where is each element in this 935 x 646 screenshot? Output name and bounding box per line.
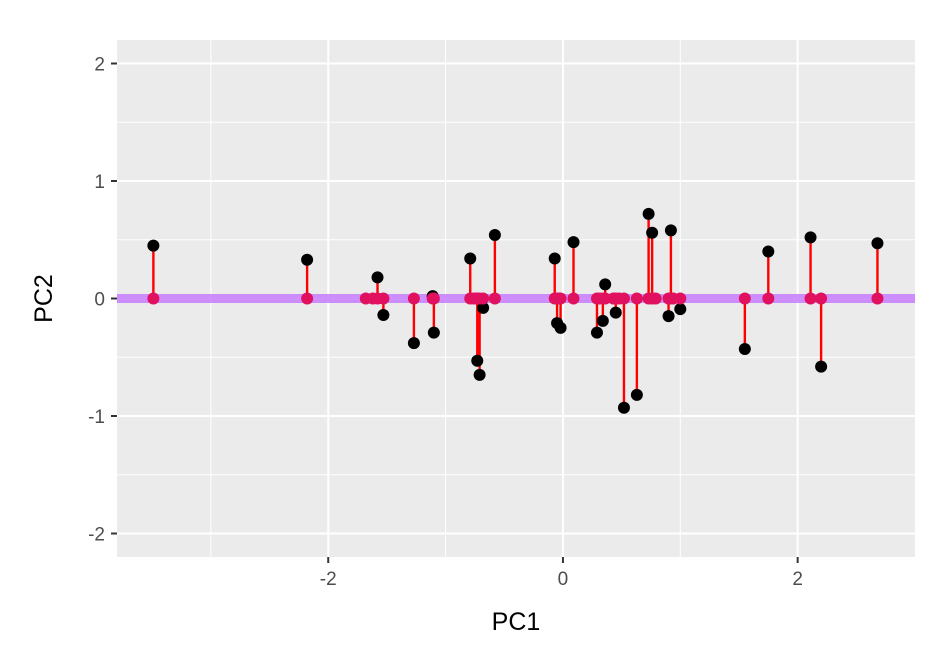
projected-point [553,292,566,305]
data-point [662,310,675,323]
projected-point [738,292,751,305]
y-tick-label: 0 [94,290,105,311]
projected-point [630,292,643,305]
x-tick-label: 0 [558,569,569,590]
data-point [590,326,603,339]
projected-points [147,292,884,305]
data-point [407,337,420,350]
x-axis-title: PC1 [492,608,541,636]
data-point [815,360,828,373]
data-point [871,237,884,250]
x-tick-label: 2 [792,569,803,590]
projected-point [667,292,680,305]
data-point [596,314,609,327]
data-point [674,303,687,316]
data-point [738,343,751,356]
projected-point [407,292,420,305]
projected-point [871,292,884,305]
data-point [473,368,486,381]
y-tick-label: -2 [88,525,105,546]
projected-point [147,292,160,305]
x-axis: -2 0 2 [320,557,803,590]
data-point [147,239,160,252]
data-point [554,321,567,334]
projected-point [593,292,606,305]
x-tick-label: -2 [320,569,337,590]
projected-point [427,292,440,305]
projected-point [377,292,390,305]
projected-point [470,292,483,305]
data-point [609,306,622,319]
data-point [664,224,677,237]
projected-point [301,292,314,305]
y-axis-title: PC2 [30,274,58,323]
data-point [567,236,580,249]
projected-point [488,292,501,305]
projected-point [804,292,817,305]
data-point [599,278,612,291]
data-point [377,308,390,321]
data-point [548,252,561,265]
projected-point [815,292,828,305]
data-point [464,252,477,265]
data-point [804,231,817,244]
y-tick-label: 2 [94,55,105,76]
data-point [646,226,659,239]
data-point [301,253,314,266]
data-point [488,229,501,242]
data-point [630,388,643,401]
data-point [471,354,484,367]
data-point [617,401,630,414]
projected-point [762,292,775,305]
y-tick-label: 1 [94,172,105,193]
data-point [427,326,440,339]
data-point [762,245,775,258]
projected-point [613,292,626,305]
data-point [642,207,655,220]
projected-point [649,292,662,305]
projected-point [366,292,379,305]
projected-point [567,292,580,305]
y-tick-label: -1 [88,407,105,428]
data-point [477,301,490,314]
data-point [371,271,384,284]
y-axis: -2 -1 0 1 2 [88,55,117,546]
